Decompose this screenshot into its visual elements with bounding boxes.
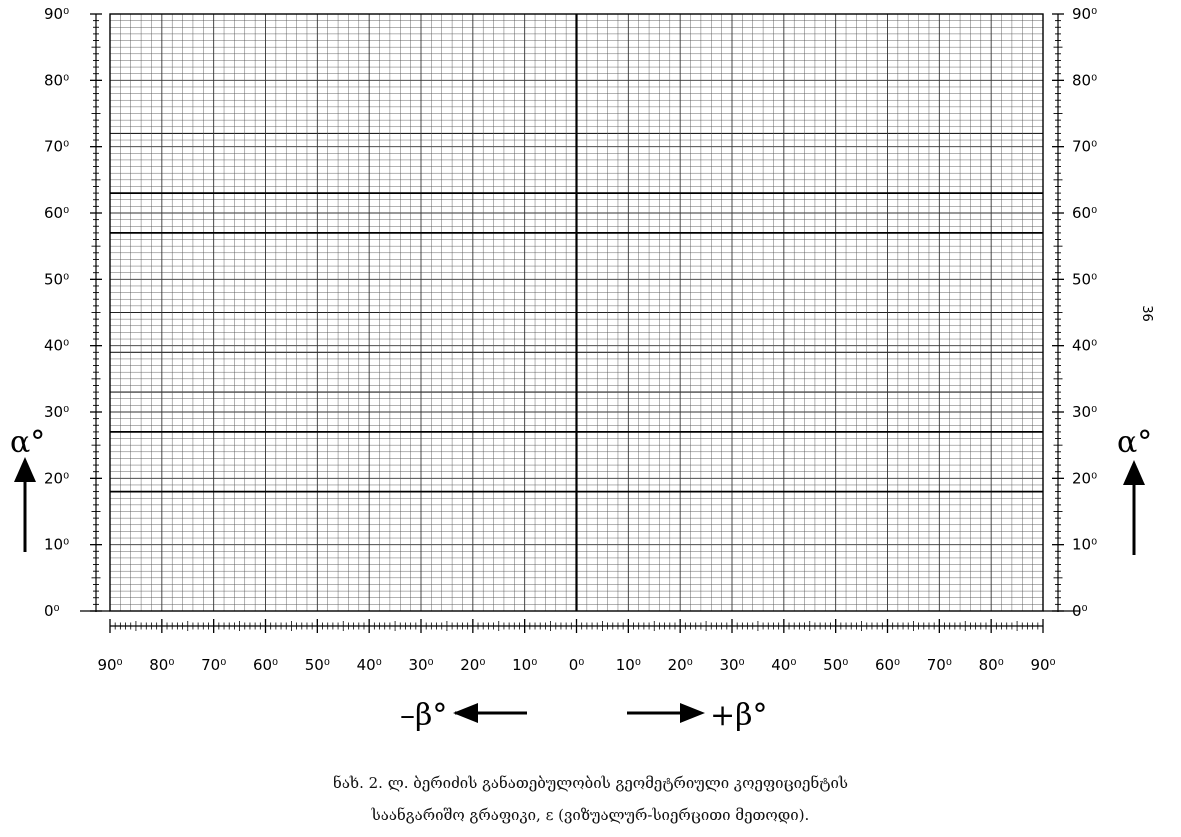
y-tick-label-right: 20⁰ [1072, 469, 1097, 487]
up-arrow-icon-left [14, 457, 36, 552]
x-axis-label-positive: +β° [710, 698, 767, 733]
y-tick-label-left: 90⁰ [44, 5, 69, 23]
y-tick-label-right: 0⁰ [1072, 602, 1088, 620]
y-tick-label-right: 70⁰ [1072, 138, 1097, 156]
x-tick-label: 60⁰ [253, 656, 278, 674]
major-grid [109, 13, 1044, 612]
y-tick-label-right: 60⁰ [1072, 204, 1097, 222]
y-tick-label-left: 40⁰ [44, 337, 69, 355]
figure-caption-line-2: საანგარიშო გრაფიკი, ε (ვიზუალურ-სიერცითი… [371, 806, 810, 824]
page-number: 36 [1138, 305, 1154, 322]
y-tick-label-right: 30⁰ [1072, 403, 1097, 421]
y-tick-label-left: 60⁰ [44, 204, 69, 222]
left-arrow-icon [453, 703, 527, 723]
up-arrow-icon-right [1123, 460, 1145, 555]
y-tick-label-right: 80⁰ [1072, 71, 1097, 89]
x-tick-label: 50⁰ [305, 656, 330, 674]
x-tick-label: 70⁰ [927, 656, 952, 674]
figure-caption-line-1: ნახ. 2. ლ. ბერიძის განათებულობის გეომეტრ… [333, 774, 848, 792]
axis-tick-labels: 0⁰ 0⁰ 10⁰ 10⁰ 20⁰ 20⁰ 30⁰ 30⁰ 40⁰ 40⁰ 50⁰ 50⁰ 60⁰ 60⁰… [44, 5, 1097, 674]
y-tick-label-left: 20⁰ [44, 469, 69, 487]
x-tick-label: 20⁰ [668, 656, 693, 674]
x-tick-label: 30⁰ [719, 656, 744, 674]
y-tick-label-right: 40⁰ [1072, 337, 1097, 355]
x-tick-label: 50⁰ [823, 656, 848, 674]
x-tick-label: 70⁰ [201, 656, 226, 674]
x-tick-label: 0⁰ [569, 656, 585, 674]
y-axis-label-right: α° [1117, 425, 1152, 460]
y-tick-label-left: 30⁰ [44, 403, 69, 421]
y-tick-label-right: 10⁰ [1072, 536, 1097, 554]
x-tick-label: 80⁰ [149, 656, 174, 674]
x-tick-label: 10⁰ [512, 656, 537, 674]
y-tick-label-left: 70⁰ [44, 138, 69, 156]
plot-border [109, 13, 1044, 612]
x-tick-label: 90⁰ [97, 656, 122, 674]
x-tick-label: 90⁰ [1030, 656, 1055, 674]
x-tick-label: 80⁰ [979, 656, 1004, 674]
y-axis-label-left: α° [10, 425, 45, 460]
x-axis-label-negative: –β° [400, 698, 447, 733]
x-tick-label: 40⁰ [771, 656, 796, 674]
axis-ticks [80, 13, 1080, 633]
x-tick-label: 10⁰ [616, 656, 641, 674]
x-tick-label: 30⁰ [408, 656, 433, 674]
y-tick-label-right: 90⁰ [1072, 5, 1097, 23]
y-tick-label-left: 10⁰ [44, 536, 69, 554]
y-tick-label-left: 0⁰ [44, 602, 60, 620]
alpha-beta-grid-chart: 0⁰ 0⁰ 10⁰ 10⁰ 20⁰ 20⁰ 30⁰ 30⁰ 40⁰ 40⁰ 50⁰ 50⁰ 60⁰ 60⁰… [10, 5, 1152, 733]
y-tick-label-left: 80⁰ [44, 71, 69, 89]
y-tick-label-right: 50⁰ [1072, 270, 1097, 288]
x-tick-label: 60⁰ [875, 656, 900, 674]
y-tick-label-left: 50⁰ [44, 270, 69, 288]
x-tick-label: 20⁰ [460, 656, 485, 674]
x-tick-label: 40⁰ [357, 656, 382, 674]
right-arrow-icon [627, 703, 705, 723]
